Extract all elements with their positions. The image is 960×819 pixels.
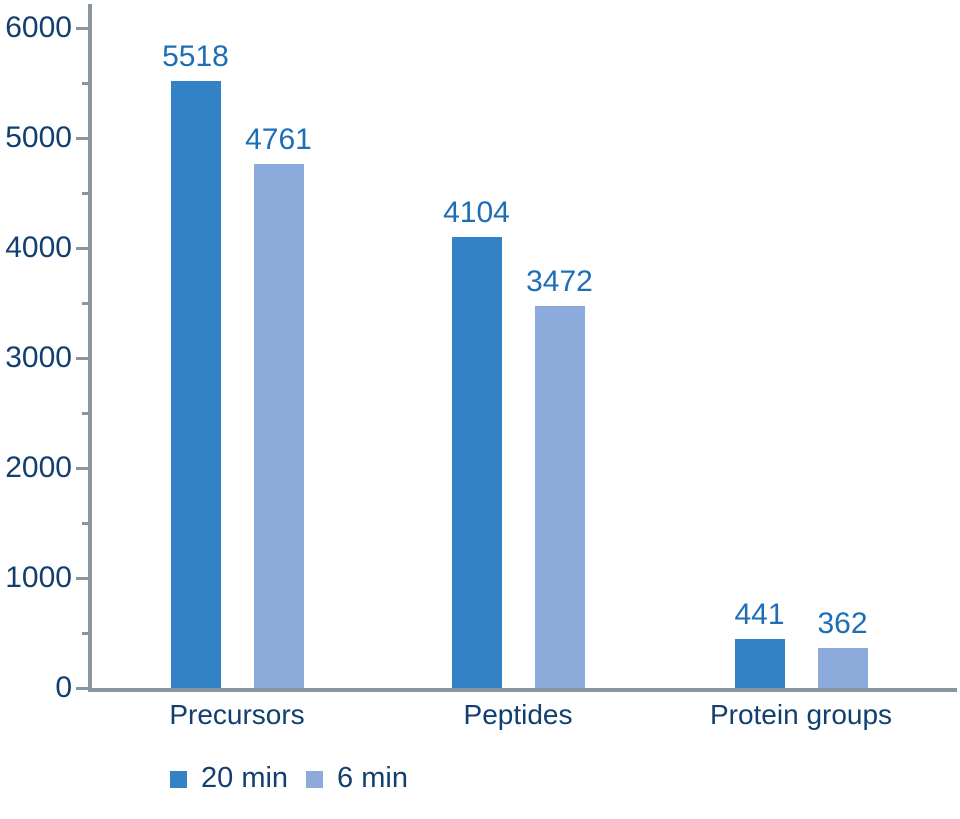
y-major-tick <box>76 357 90 360</box>
legend-swatch-icon <box>306 770 324 788</box>
y-tick-label: 4000 <box>5 231 72 264</box>
bar-20min-precursors <box>170 81 221 688</box>
legend-label: 20 min <box>201 762 289 794</box>
bar-value-label: 362 <box>817 607 868 641</box>
y-tick-label: 3000 <box>5 341 72 374</box>
y-minor-tick <box>82 302 90 305</box>
bar-value-label: 441 <box>734 598 785 632</box>
y-minor-tick <box>82 412 90 415</box>
bar-6min-precursors <box>253 164 304 688</box>
legend-swatch-icon <box>170 770 187 788</box>
y-major-tick <box>76 467 90 470</box>
bar-6min-peptides <box>534 306 585 688</box>
legend: 20 min 6 min <box>170 762 408 794</box>
x-category-label: Protein groups <box>709 699 893 730</box>
legend-item-20min: 20 min <box>170 762 288 794</box>
y-major-tick <box>76 577 90 580</box>
legend-label: 6 min <box>337 762 408 794</box>
x-axis-line <box>88 688 957 692</box>
y-axis-line <box>88 4 92 692</box>
y-tick-label: 6000 <box>5 11 72 44</box>
y-major-tick <box>76 687 90 690</box>
y-minor-tick <box>82 522 90 525</box>
y-major-tick <box>76 27 90 30</box>
bar-value-label: 3472 <box>526 265 593 299</box>
y-tick-label: 1000 <box>5 561 72 594</box>
y-tick-label: 2000 <box>5 451 72 484</box>
y-major-tick <box>76 247 90 250</box>
bar-20min-protein-groups <box>734 639 785 688</box>
x-category-label: Peptides <box>463 699 573 730</box>
y-tick-label: 5000 <box>5 121 72 154</box>
bar-20min-peptides <box>451 236 502 688</box>
y-major-tick <box>76 137 90 140</box>
bar-6min-protein-groups <box>817 648 868 688</box>
y-minor-tick <box>82 632 90 635</box>
x-category-label: Precursors <box>169 699 305 730</box>
legend-item-6min: 6 min <box>306 762 408 794</box>
bar-value-label: 4761 <box>245 123 312 157</box>
y-minor-tick <box>82 192 90 195</box>
bar-value-label: 4104 <box>443 195 510 229</box>
y-tick-label: 0 <box>55 671 72 704</box>
bar-value-label: 5518 <box>162 40 229 74</box>
y-minor-tick <box>82 82 90 85</box>
